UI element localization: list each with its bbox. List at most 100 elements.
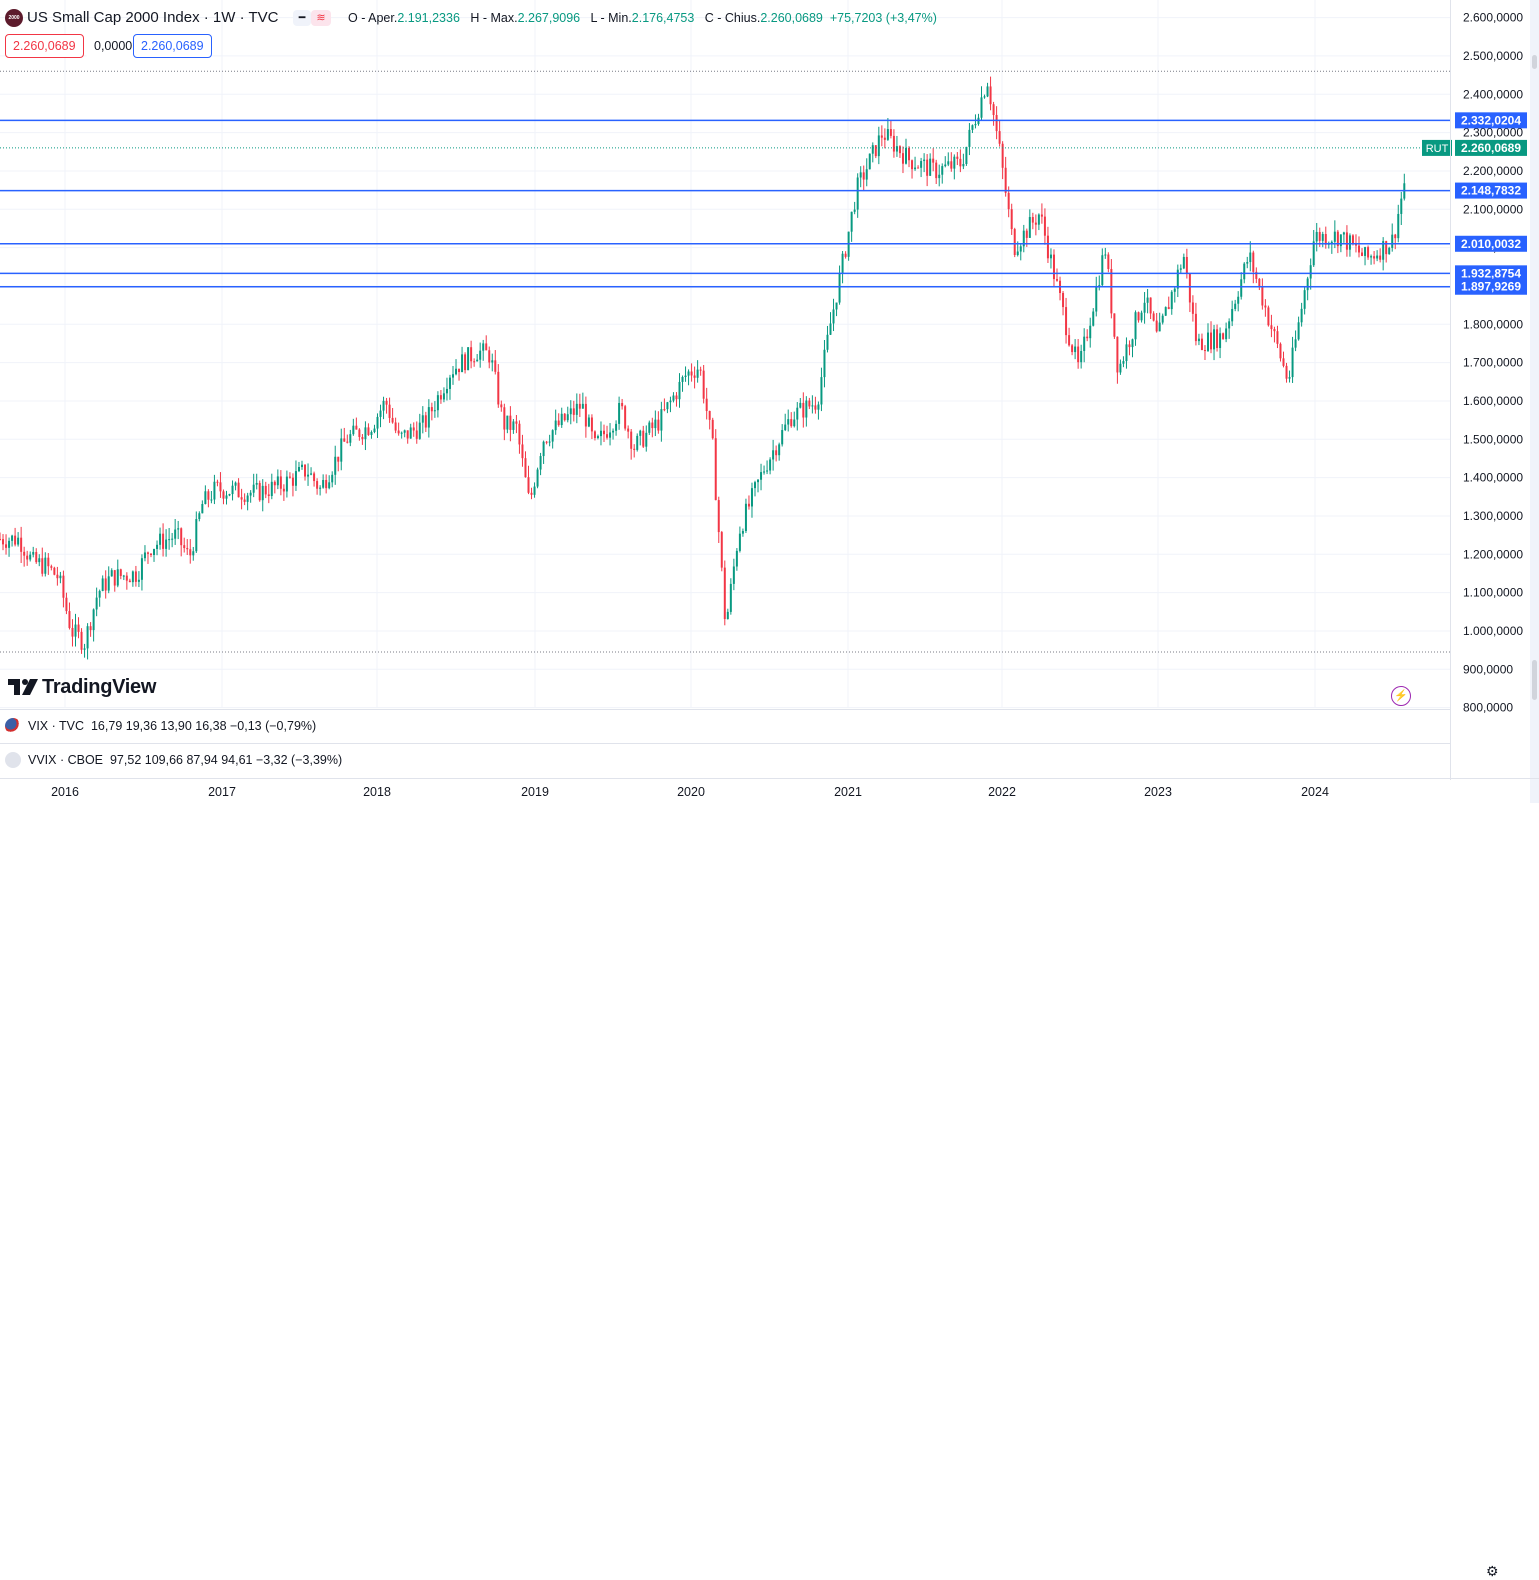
candle-body [328,482,331,489]
candle-body [717,500,720,533]
candle-body [968,129,971,147]
candle-body [38,558,41,563]
candle-body [285,476,288,492]
candle-body [279,476,282,489]
price-axis[interactable] [1450,0,1529,780]
candle-body [494,360,497,372]
vertical-scrollbar[interactable] [1530,0,1539,803]
y-tick-label: 1.100,0000 [1463,586,1523,600]
candle-body [95,597,98,610]
candle-body [699,369,702,371]
candle-body [1176,269,1179,289]
candle-body [645,432,648,447]
candle-body [814,405,817,410]
lightning-icon[interactable]: ⚡ [1391,686,1411,706]
candle-body [1134,312,1137,340]
candle-body [1376,255,1379,259]
candle-body [986,86,989,97]
candle-body [536,469,539,487]
candle-body [1309,265,1312,279]
close-label: C - Chius. [704,11,761,25]
candle-body [1219,333,1222,348]
candle-body [1104,254,1107,256]
candle-body [560,413,563,426]
candle-body [216,481,219,483]
candle-body [533,486,536,495]
candle-body [615,423,618,431]
candle-body [908,147,911,161]
candle-body [291,477,294,486]
scrollbar-thumb[interactable] [1532,55,1537,69]
candle-body [415,430,418,439]
candle-body [1155,320,1158,332]
candle-body [430,407,433,412]
candle-body [1149,297,1152,314]
candle-body [439,395,442,400]
candle-body [237,482,240,498]
candle-body [403,430,406,433]
level-price-label-bg [1455,112,1527,129]
candle-body [938,174,941,179]
candle-body [832,309,835,324]
candle-body [1086,336,1089,339]
candle-body [992,104,995,115]
symbol-logo-icon[interactable]: 2000 [5,9,23,27]
vix-pane[interactable]: VIX · TVC 16,79 19,36 13,90 16,38 −0,13 … [0,709,1450,743]
candle-body [207,491,210,500]
vvix-pane[interactable]: VVIX · CBOE 97,52 109,66 87,94 94,61 −3,… [0,743,1450,777]
sell-price-button[interactable]: 2.260,0689 [5,34,84,58]
close-value: 2.260,0689 [760,11,823,25]
candle-body [1040,214,1043,217]
candle-body [524,458,527,478]
candle-body [1400,198,1403,214]
year-tick: 2021 [834,785,862,799]
candle-body [1255,271,1258,279]
candle-body [364,427,367,440]
year-tick: 2024 [1301,785,1329,799]
candle-body [436,395,439,411]
candle-body [1025,230,1028,238]
candle-body [1336,231,1339,247]
price-chart[interactable]: 800,0000 900,0000 1.000,0000 1.100,0000 1.20… [0,0,1539,803]
candle-body [1261,286,1264,306]
candle-body [71,627,74,637]
candle-body [1146,297,1149,303]
hide-indicators-icon[interactable]: ━ [293,10,311,26]
candle-body [741,530,744,534]
candle-body [128,580,131,583]
symbol-title[interactable]: US Small Cap 2000 Index · 1W · TVC [27,9,279,26]
candle-body [515,421,518,424]
candle-body [1385,241,1388,255]
candle-body [1007,192,1010,210]
candle-body [231,485,234,495]
candle-body [838,272,841,303]
candle-body [1037,214,1040,225]
scrollbar-thumb-lower[interactable] [1532,660,1537,700]
candle-body [204,491,207,505]
candle-body [648,422,651,433]
candle-body [835,302,838,310]
buy-price-button[interactable]: 2.260,0689 [133,34,212,58]
candle-body [8,540,11,548]
compare-icon[interactable]: ≋ [311,10,331,26]
candle-body [1071,345,1074,353]
candle-body [1285,365,1288,379]
time-axis[interactable]: 2016 2017 2018 2019 2020 2021 2022 2023 … [0,778,1539,1579]
candle-body [953,156,956,169]
candle-body [1016,251,1019,255]
candle-body [959,158,962,167]
candle-body [1397,213,1400,239]
candle-body [1246,262,1249,264]
candle-body [373,428,376,433]
tradingview-logo[interactable]: TradingView [8,676,156,699]
candle-body [642,430,645,447]
y-tick-label: 1.700,0000 [1463,356,1523,370]
candle-body [479,350,482,360]
candle-body [917,167,920,169]
candle-body [1080,350,1083,363]
gear-icon[interactable]: ⚙ [1486,1563,1499,1579]
candle-body [156,544,159,550]
candle-body [1294,339,1297,348]
candle-body [911,160,914,170]
candle-body [1213,329,1216,350]
